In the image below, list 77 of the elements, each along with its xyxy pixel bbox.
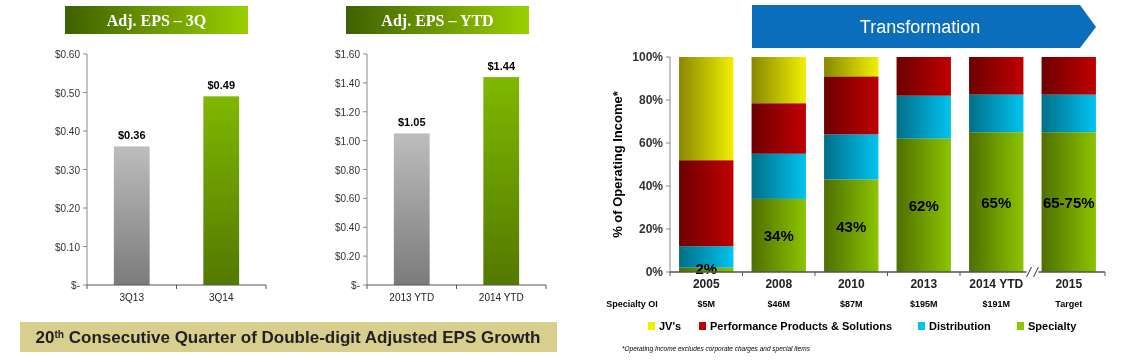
x-tick-label: 3Q13 bbox=[119, 292, 145, 303]
text: $195M bbox=[909, 299, 938, 309]
data-label: 65-75% bbox=[1042, 194, 1095, 212]
y-tick-label: $0.50 bbox=[54, 87, 81, 99]
bar bbox=[679, 160, 734, 247]
data-label: $1.05 bbox=[397, 116, 426, 129]
y-tick-label: $0.40 bbox=[54, 126, 81, 137]
x-tick-label: 2010 bbox=[837, 277, 865, 291]
y-tick-label: 60% bbox=[638, 136, 664, 150]
bar bbox=[969, 57, 1024, 95]
x-tick-label: 2013 bbox=[910, 277, 938, 291]
data-label: $0.36 bbox=[117, 129, 146, 142]
data-label: 65% bbox=[981, 194, 1012, 212]
text: $87M bbox=[839, 299, 863, 309]
y-tick-label: $1.60 bbox=[334, 49, 361, 60]
y-tick-label: $- bbox=[71, 280, 80, 291]
data-label: 62% bbox=[908, 197, 939, 215]
y-tick-label: $0.40 bbox=[334, 222, 361, 234]
y-tick-label: 0% bbox=[645, 265, 664, 279]
y-tick-label: 20% bbox=[638, 222, 664, 236]
y-tick-label: $0.30 bbox=[54, 164, 81, 176]
y-tick-label: $0.60 bbox=[54, 49, 81, 60]
bar bbox=[1041, 94, 1096, 133]
y-tick-label: 100% bbox=[632, 50, 664, 64]
bar bbox=[1041, 132, 1096, 272]
text: $5M bbox=[697, 299, 716, 309]
text: Specialty OI bbox=[606, 299, 658, 309]
legend-label: JV's bbox=[659, 320, 682, 332]
x-tick-label: 2013 YTD bbox=[389, 292, 435, 303]
legend-label: Distribution bbox=[929, 320, 991, 332]
bar bbox=[896, 57, 951, 96]
y-tick-label: $0.10 bbox=[54, 241, 81, 253]
bar bbox=[751, 153, 806, 199]
x-tick-label: 2005 bbox=[692, 277, 720, 291]
data-label: 43% bbox=[836, 217, 867, 235]
y-tick-label: $0.80 bbox=[334, 164, 361, 176]
bar bbox=[751, 198, 806, 272]
bar bbox=[751, 103, 806, 154]
chart-title: Adj. EPS – 3Q bbox=[106, 12, 207, 30]
x-tick-label: 3Q14 bbox=[209, 292, 234, 303]
y-tick-label: $1.20 bbox=[334, 106, 361, 118]
bar bbox=[969, 132, 1024, 272]
y-tick-label: $- bbox=[351, 280, 360, 291]
bar bbox=[824, 57, 879, 77]
data-label: $0.49 bbox=[207, 79, 236, 92]
data-label: 2% bbox=[695, 260, 718, 277]
y-tick-label: $1.40 bbox=[334, 77, 361, 89]
y-axis-title: % of Operating Income* bbox=[610, 90, 625, 238]
y-tick-label: $0.20 bbox=[334, 251, 361, 263]
legend-label: Performance Products & Solutions bbox=[710, 320, 893, 332]
x-tick-label: 2014 YTD bbox=[478, 292, 524, 303]
chart-title: Adj. EPS – YTD bbox=[381, 12, 494, 30]
data-label: $1.44 bbox=[487, 60, 516, 73]
text: Transformation bbox=[859, 17, 981, 37]
bar bbox=[1041, 57, 1096, 95]
data-label: 34% bbox=[763, 227, 794, 245]
text: 20$^{th}$ Consecutive Quarter of Double-digit Adjusted EPS Growth bbox=[35, 328, 541, 347]
y-tick-label: $0.60 bbox=[334, 193, 361, 205]
y-tick-label: 80% bbox=[638, 93, 664, 107]
bar bbox=[751, 57, 806, 104]
text: $46M bbox=[767, 299, 791, 309]
bar bbox=[896, 95, 951, 139]
text: $191M bbox=[982, 299, 1011, 309]
bar bbox=[824, 134, 879, 180]
x-tick-label: 2015 bbox=[1055, 277, 1083, 291]
x-tick-label: 2008 bbox=[765, 277, 793, 291]
bar bbox=[896, 138, 951, 272]
text: Target bbox=[1055, 299, 1083, 309]
y-tick-label: $0.20 bbox=[54, 203, 81, 214]
x-tick-label: 2014 YTD bbox=[969, 277, 1024, 291]
y-tick-label: 40% bbox=[638, 179, 664, 193]
bar bbox=[824, 76, 879, 135]
bar bbox=[969, 94, 1024, 133]
legend-label: Specialty bbox=[1028, 320, 1078, 332]
bar bbox=[679, 57, 734, 161]
y-tick-label: $1.00 bbox=[334, 135, 361, 147]
bar bbox=[824, 179, 879, 272]
